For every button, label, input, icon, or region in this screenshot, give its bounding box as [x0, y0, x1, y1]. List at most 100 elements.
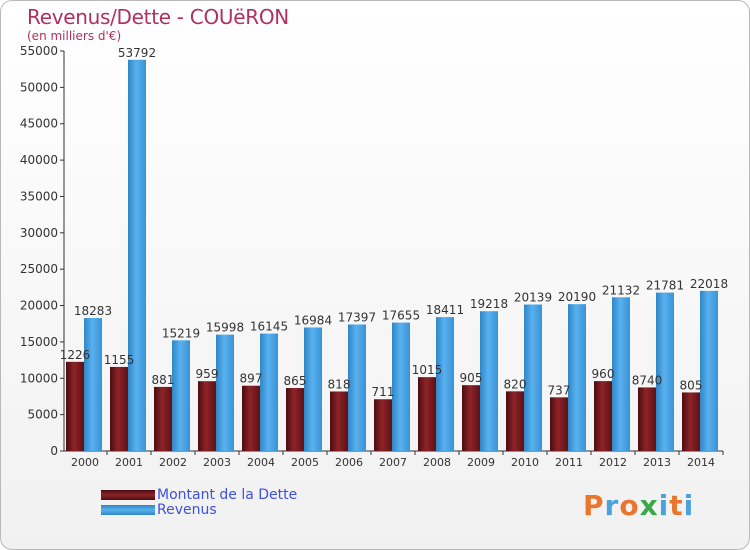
- y-tick-label: 40000: [20, 153, 58, 167]
- data-label-debt: 1155: [104, 353, 135, 367]
- legend-swatch-revenue: [101, 504, 155, 515]
- data-label-debt: 711: [372, 385, 395, 399]
- chart-title: Revenus/Dette - COUëRON: [27, 5, 289, 29]
- x-tick-label: 2004: [247, 456, 275, 469]
- logo-letter: r: [604, 489, 620, 522]
- bar-debt: [330, 391, 348, 451]
- data-label-revenue: 20190: [558, 290, 596, 304]
- y-tick-label: 15000: [20, 335, 58, 349]
- data-label-revenue: 18411: [426, 303, 464, 317]
- bar-debt: [506, 391, 524, 451]
- y-tick-label: 10000: [20, 371, 58, 385]
- data-label-revenue: 21781: [646, 279, 684, 293]
- data-label-debt: 960: [592, 367, 615, 381]
- x-tick-label: 2007: [379, 456, 407, 469]
- bar-revenue: [524, 304, 542, 451]
- data-label-debt: 805: [680, 378, 703, 392]
- data-label-debt: 8740: [632, 373, 663, 387]
- bar-debt: [682, 392, 700, 451]
- legend-item-debt: Montant de la Dette: [101, 486, 298, 503]
- chart-subtitle: (en milliers d'€): [27, 29, 122, 43]
- x-tick-label: 2002: [159, 456, 187, 469]
- data-label-debt: 959: [196, 367, 219, 381]
- legend: Montant de la Dette Revenus: [101, 486, 298, 518]
- x-tick-label: 2010: [511, 456, 539, 469]
- data-label-debt: 1015: [412, 363, 443, 377]
- x-tick-label: 2006: [335, 456, 363, 469]
- logo-letter: x: [639, 489, 659, 522]
- bar-revenue: [480, 311, 498, 451]
- bar-revenue: [700, 290, 718, 451]
- x-tick-label: 2008: [423, 456, 451, 469]
- y-tick-label: 30000: [20, 226, 58, 240]
- y-tick-label: 0: [50, 444, 58, 458]
- data-label-debt: 820: [504, 377, 527, 391]
- y-tick-label: 50000: [20, 80, 58, 94]
- bar-debt: [374, 399, 392, 451]
- data-label-debt: 905: [460, 371, 483, 385]
- bar-debt: [594, 381, 612, 451]
- x-tick-label: 2001: [115, 456, 143, 469]
- bar-debt: [286, 388, 304, 451]
- logo-letter: o: [619, 489, 640, 522]
- legend-item-revenue: Revenus: [101, 501, 297, 518]
- bar-revenue: [568, 304, 586, 451]
- data-label-revenue: 16145: [250, 320, 288, 334]
- x-tick-label: 2003: [203, 456, 231, 469]
- data-label-revenue: 17397: [338, 310, 376, 324]
- data-label-revenue: 20139: [514, 291, 552, 305]
- proxiti-logo: Proxiti: [583, 489, 694, 522]
- logo-letter: t: [669, 489, 684, 522]
- data-label-debt: 818: [328, 377, 351, 391]
- data-label-debt: 1226: [60, 348, 91, 362]
- data-label-revenue: 17655: [382, 309, 420, 323]
- x-tick-label: 2009: [467, 456, 495, 469]
- legend-label-debt: Montant de la Dette: [157, 486, 298, 503]
- bar-debt: [418, 377, 436, 451]
- x-tick-label: 2013: [643, 456, 671, 469]
- data-label-debt: 865: [284, 374, 307, 388]
- logo-letter: i: [683, 489, 695, 522]
- data-label-revenue: 53792: [118, 46, 156, 60]
- y-tick-label: 35000: [20, 189, 58, 203]
- bar-revenue: [348, 324, 366, 451]
- bar-debt: [154, 386, 172, 451]
- logo-letter: i: [658, 489, 670, 522]
- bar-revenue: [656, 292, 674, 451]
- bar-revenue: [216, 334, 234, 451]
- bar-revenue: [304, 327, 322, 451]
- x-tick-label: 2012: [599, 456, 627, 469]
- bar-revenue: [260, 333, 278, 451]
- bar-debt: [242, 385, 260, 451]
- bar-revenue: [392, 322, 410, 451]
- data-label-revenue: 21132: [602, 283, 640, 297]
- bar-revenue: [128, 59, 146, 451]
- y-tick-label: 20000: [20, 299, 58, 313]
- y-tick-label: 5000: [27, 408, 58, 422]
- bar-debt: [550, 397, 568, 451]
- data-label-revenue: 19218: [470, 297, 508, 311]
- bar-debt: [110, 366, 128, 451]
- bar-debt: [198, 381, 216, 451]
- data-label-revenue: 15219: [162, 326, 200, 340]
- data-label-revenue: 16984: [294, 313, 332, 327]
- logo-letter: P: [583, 489, 605, 522]
- x-tick-label: 2000: [71, 456, 99, 469]
- data-label-debt: 737: [548, 383, 571, 397]
- bar-revenue: [436, 317, 454, 451]
- bar-revenue: [172, 340, 190, 451]
- data-label-revenue: 22018: [690, 277, 728, 291]
- bar-revenue: [84, 318, 102, 451]
- legend-label-revenue: Revenus: [157, 501, 217, 518]
- legend-swatch-debt: [101, 489, 155, 500]
- bar-debt: [462, 385, 480, 451]
- y-tick-label: 25000: [20, 262, 58, 276]
- data-label-revenue: 18283: [74, 304, 112, 318]
- data-label-revenue: 15998: [206, 321, 244, 335]
- bar-debt: [638, 387, 656, 451]
- y-tick-label: 45000: [20, 117, 58, 131]
- y-tick-label: 55000: [20, 44, 58, 58]
- x-tick-label: 2005: [291, 456, 319, 469]
